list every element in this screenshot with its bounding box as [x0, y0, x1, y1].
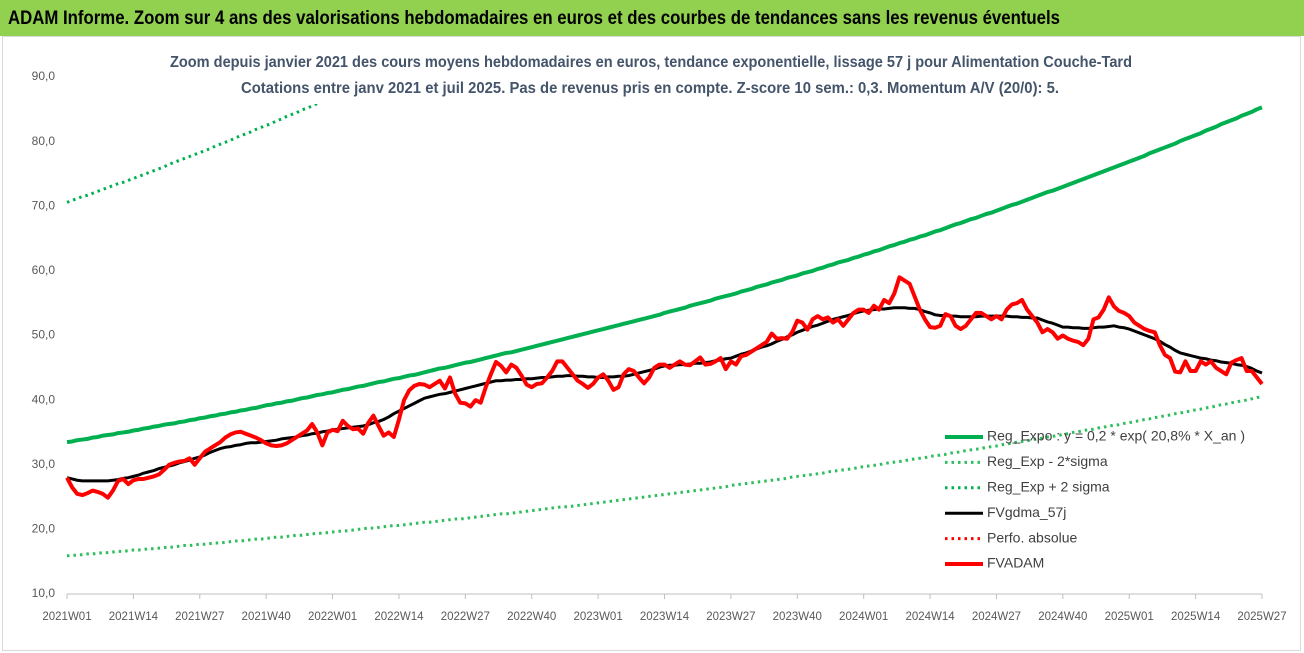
- series-line: [65, 275, 1264, 500]
- subtitle: Zoom depuis janvier 2021 des cours moyen…: [170, 54, 1132, 71]
- y-tick-label: 70,0: [32, 198, 56, 212]
- x-tick-label: 2025W27: [1237, 611, 1286, 623]
- chart-title: ADAM Informe. Zoom sur 4 ans des valoris…: [8, 8, 1060, 29]
- x-tick-label: 2022W40: [507, 611, 556, 623]
- x-tick-label: 2021W27: [175, 611, 224, 623]
- legend-label: Reg_Exp - 2*sigma: [987, 453, 1108, 469]
- x-tick-label: 2024W27: [972, 611, 1021, 623]
- y-tick-label: 90,0: [32, 69, 56, 83]
- x-tick-label: 2025W01: [1105, 611, 1154, 623]
- legend-label: Perfo. absolue: [987, 529, 1077, 545]
- legend-label: Reg_Expo : y = 0,2 * exp( 20,8% * X_an ): [987, 428, 1245, 444]
- axes: 10,0 20,0 30,0 40,0 50,0 60,0 70,0 80,0 90,0 2021…: [32, 69, 1287, 623]
- plot-area: [65, 77, 1264, 558]
- x-tick-label: 2023W27: [706, 611, 755, 623]
- x-tick-label: 2022W14: [374, 611, 424, 623]
- y-tick-label: 10,0: [32, 586, 56, 600]
- x-tick-label: 2024W01: [839, 611, 888, 623]
- legend-label: Reg_Exp + 2 sigma: [987, 479, 1110, 495]
- y-tick-label: 40,0: [32, 392, 56, 406]
- series-line: [66, 105, 1263, 445]
- x-tick-label: 2024W40: [1038, 611, 1087, 623]
- y-tick-label: 30,0: [32, 457, 56, 471]
- x-tick-label: 2023W14: [640, 611, 690, 623]
- x-tick-label: 2024W14: [905, 611, 955, 623]
- x-tick-label: 2025W14: [1171, 611, 1221, 623]
- y-tick-label: 50,0: [32, 328, 56, 342]
- subtitle: Cotations entre janv 2021 et juil 2025. …: [241, 80, 1059, 97]
- legend: Reg_Expo : y = 0,2 * exp( 20,8% * X_an )…: [945, 428, 1245, 571]
- y-tick-label: 20,0: [32, 522, 56, 536]
- legend-label: FVgdma_57j: [987, 504, 1066, 520]
- x-tick-label: 2021W40: [242, 611, 291, 623]
- x-tick-label: 2022W27: [441, 611, 490, 623]
- y-tick-label: 80,0: [32, 134, 56, 148]
- x-tick-label: 2021W14: [109, 611, 159, 623]
- x-tick-label: 2023W01: [573, 611, 622, 623]
- title-banner: [0, 0, 1304, 36]
- y-tick-label: 60,0: [32, 263, 56, 277]
- x-tick-label: 2023W40: [773, 611, 822, 623]
- x-tick-label: 2021W01: [42, 611, 91, 623]
- x-tick-label: 2022W01: [308, 611, 357, 623]
- chart-frame: [2, 36, 1301, 651]
- legend-label: FVADAM: [987, 555, 1044, 571]
- subtitle-box: [160, 48, 1145, 104]
